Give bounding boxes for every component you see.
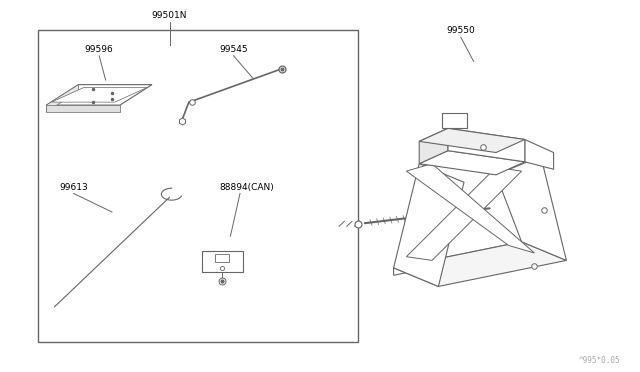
Text: ^995*0.05: ^995*0.05 xyxy=(579,356,621,365)
Text: 99501N: 99501N xyxy=(152,12,188,20)
Text: 88894(CAN): 88894(CAN) xyxy=(219,183,274,192)
Polygon shape xyxy=(47,84,79,112)
Text: 99596: 99596 xyxy=(85,45,113,54)
Polygon shape xyxy=(442,113,467,128)
Polygon shape xyxy=(419,128,448,164)
Polygon shape xyxy=(394,242,566,286)
Polygon shape xyxy=(47,105,120,112)
Text: 99545: 99545 xyxy=(220,45,248,54)
Polygon shape xyxy=(496,156,566,260)
Bar xyxy=(38,30,358,342)
Polygon shape xyxy=(394,242,522,275)
Polygon shape xyxy=(47,84,152,105)
Polygon shape xyxy=(419,151,525,175)
Polygon shape xyxy=(525,140,554,169)
Text: 99550: 99550 xyxy=(447,26,475,35)
Bar xyxy=(215,254,230,262)
Polygon shape xyxy=(52,87,147,102)
Polygon shape xyxy=(406,167,522,260)
Text: 99613: 99613 xyxy=(60,183,88,192)
Polygon shape xyxy=(448,128,525,162)
Bar xyxy=(202,251,243,272)
Polygon shape xyxy=(419,128,525,153)
Polygon shape xyxy=(406,164,534,253)
Polygon shape xyxy=(394,164,464,286)
